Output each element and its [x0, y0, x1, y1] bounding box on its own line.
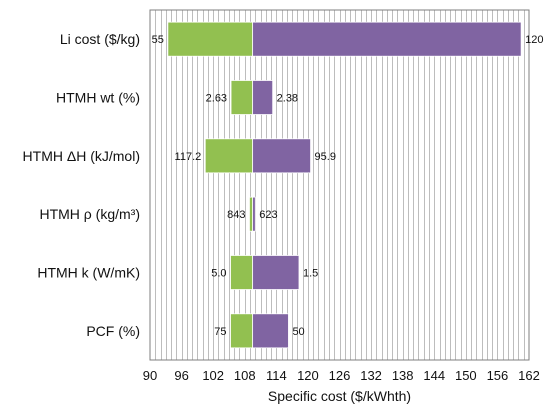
x-axis-title: Specific cost ($/kWhth) — [268, 388, 411, 404]
x-tick-label: 96 — [174, 368, 188, 383]
data-label-low: 117.2 — [175, 151, 202, 163]
bar-low — [167, 21, 254, 57]
bar-low — [230, 255, 254, 290]
data-label-high: 120 — [525, 34, 543, 46]
x-tick-label: 126 — [329, 368, 351, 383]
category-label: HTMH ρ (kg/m³) — [39, 206, 140, 222]
data-label-low: 55 — [152, 34, 164, 46]
data-labels: 55 2.63 117.2 843 5.0 75 120 2.38 95.9 623 1.5 50 — [152, 34, 544, 338]
bar-high — [252, 255, 300, 290]
category-label: HTMH ΔH (kJ/mol) — [23, 148, 140, 164]
x-tick-label: 144 — [423, 368, 445, 383]
data-label-low: 75 — [214, 326, 226, 338]
x-tick-label: 102 — [202, 368, 224, 383]
bar-high — [252, 313, 289, 349]
data-label-high: 1.5 — [303, 268, 318, 280]
category-label: HTMH k (W/mK) — [37, 265, 140, 281]
x-tick-label: 108 — [234, 368, 256, 383]
x-tick-label: 132 — [360, 368, 382, 383]
x-tick-labels: 90 96 102 108 114 120 126 132 138 144 150 156 162 — [143, 368, 540, 383]
x-tick-label: 90 — [143, 368, 157, 383]
bar-high — [252, 196, 256, 232]
data-label-low: 5.0 — [211, 268, 226, 280]
bar-low — [230, 313, 254, 349]
category-label: Li cost ($/kg) — [60, 31, 140, 47]
x-tick-label: 156 — [487, 368, 509, 383]
bar-high — [252, 80, 274, 115]
category-label: PCF (%) — [86, 323, 140, 339]
x-tick-label: 114 — [266, 368, 287, 383]
x-tick-label: 120 — [297, 368, 319, 383]
grid-lines — [155, 10, 525, 360]
x-tick-label: 162 — [518, 368, 540, 383]
data-label-high: 623 — [259, 209, 277, 221]
bar-low — [230, 80, 254, 115]
bar-low — [204, 138, 254, 174]
bars — [167, 21, 522, 349]
bar-high — [252, 138, 311, 174]
x-tick-label: 150 — [455, 368, 477, 383]
data-label-high: 95.9 — [315, 151, 336, 163]
plot-area-frame — [149, 9, 530, 361]
x-tick-label: 138 — [392, 368, 414, 383]
data-label-high: 50 — [292, 326, 304, 338]
data-label-low: 2.63 — [206, 93, 227, 105]
bar-low — [249, 196, 254, 232]
category-labels: Li cost ($/kg) HTMH wt (%) HTMH ΔH (kJ/mol… — [23, 31, 140, 339]
data-label-high: 2.38 — [277, 93, 298, 105]
data-label-low: 843 — [227, 209, 245, 221]
bar-high — [252, 21, 522, 57]
category-label: HTMH wt (%) — [56, 90, 140, 106]
